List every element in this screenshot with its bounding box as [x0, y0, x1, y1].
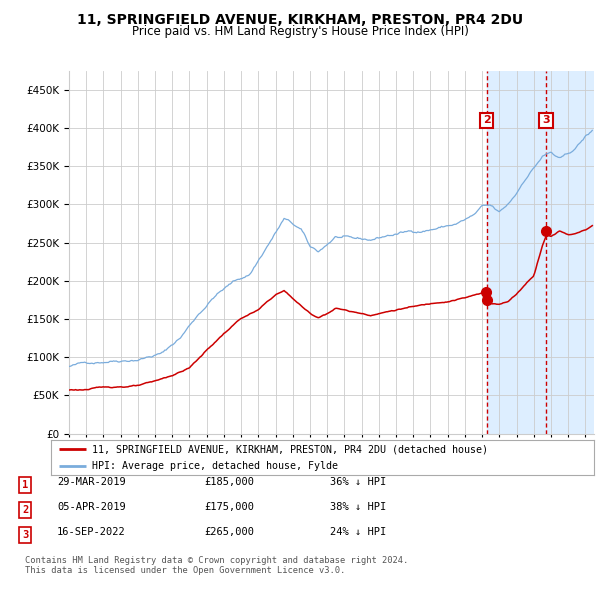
Text: 38% ↓ HPI: 38% ↓ HPI [330, 502, 386, 512]
Bar [487, 71, 594, 434]
Text: This data is licensed under the Open Government Licence v3.0.: This data is licensed under the Open Gov… [25, 566, 346, 575]
Text: 2: 2 [22, 505, 28, 515]
Text: Price paid vs. HM Land Registry's House Price Index (HPI): Price paid vs. HM Land Registry's House … [131, 25, 469, 38]
Text: 3: 3 [22, 530, 28, 540]
Text: 11, SPRINGFIELD AVENUE, KIRKHAM, PRESTON, PR4 2DU (detached house): 11, SPRINGFIELD AVENUE, KIRKHAM, PRESTON… [92, 444, 488, 454]
Text: 3: 3 [542, 116, 550, 126]
Text: 05-APR-2019: 05-APR-2019 [57, 502, 126, 512]
Text: £265,000: £265,000 [204, 527, 254, 537]
Text: 36% ↓ HPI: 36% ↓ HPI [330, 477, 386, 487]
Text: 24% ↓ HPI: 24% ↓ HPI [330, 527, 386, 537]
Text: 1: 1 [22, 480, 28, 490]
Text: 29-MAR-2019: 29-MAR-2019 [57, 477, 126, 487]
Text: 16-SEP-2022: 16-SEP-2022 [57, 527, 126, 537]
Text: £185,000: £185,000 [204, 477, 254, 487]
Text: Contains HM Land Registry data © Crown copyright and database right 2024.: Contains HM Land Registry data © Crown c… [25, 556, 409, 565]
Text: 2: 2 [483, 116, 490, 126]
Text: HPI: Average price, detached house, Fylde: HPI: Average price, detached house, Fyld… [92, 461, 338, 471]
Text: £175,000: £175,000 [204, 502, 254, 512]
Text: 11, SPRINGFIELD AVENUE, KIRKHAM, PRESTON, PR4 2DU: 11, SPRINGFIELD AVENUE, KIRKHAM, PRESTON… [77, 13, 523, 27]
